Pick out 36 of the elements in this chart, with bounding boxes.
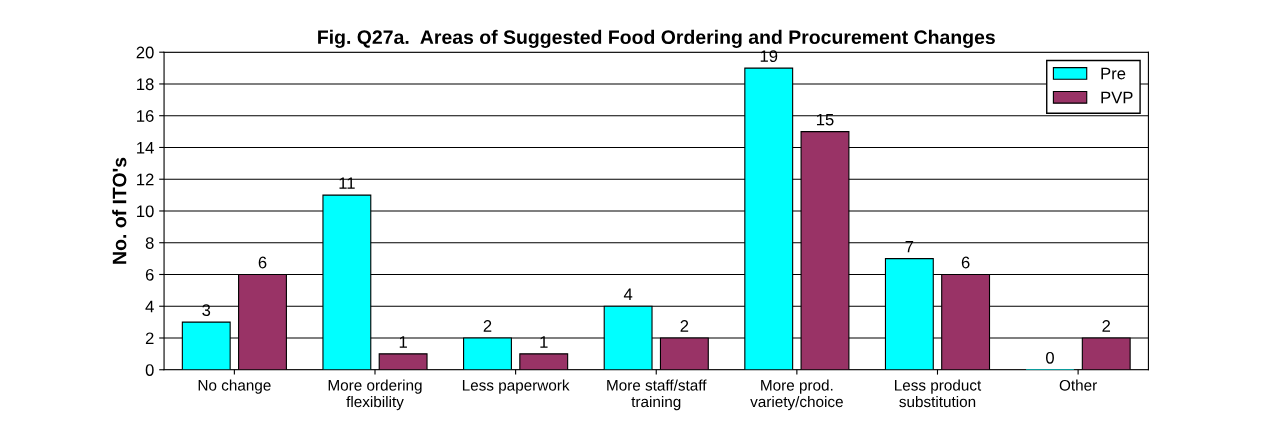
x-tick-label: More prod. variety/choice (750, 379, 843, 411)
data-label: 3 (202, 304, 211, 317)
data-label: 6 (961, 256, 970, 269)
legend-label: PVP (1101, 91, 1133, 104)
y-tick-label: 10 (137, 205, 154, 218)
y-tick-label: 12 (137, 173, 154, 186)
x-tick-label: More staff/staff training (607, 379, 707, 411)
data-label: 2 (680, 320, 689, 332)
data-label: 1 (399, 336, 407, 348)
data-label: 1 (540, 336, 548, 348)
data-label: 4 (623, 288, 633, 300)
y-axis-title: No. of ITO's (112, 157, 127, 264)
y-tick-label: 2 (145, 332, 154, 345)
data-label: 11 (339, 177, 355, 189)
y-tick-label: 8 (145, 237, 154, 249)
y-tick-label: 4 (145, 300, 154, 313)
y-tick-label: 20 (136, 46, 154, 59)
y-tick-label: 0 (145, 364, 154, 376)
chart-title: Fig. Q27a. Areas of Suggested Food Ordering and Procurement Changes (318, 29, 995, 48)
x-tick-label: More ordering flexibility (328, 379, 422, 411)
y-tick-label: 16 (137, 110, 154, 122)
x-tick-label: No change (198, 379, 271, 394)
data-label: 6 (258, 256, 267, 269)
y-tick-label: 6 (145, 268, 154, 281)
data-label: 0 (1046, 351, 1054, 364)
x-tick-label: Less product substitution (895, 379, 982, 408)
data-label: 19 (760, 50, 778, 63)
data-label: 15 (816, 113, 834, 126)
x-tick-label: Less paperwork (462, 379, 570, 394)
y-tick-label: 18 (137, 78, 154, 91)
y-tick-label: 14 (137, 142, 154, 154)
data-label: 2 (483, 320, 492, 332)
data-label: 2 (1102, 320, 1111, 332)
data-label: 7 (905, 240, 914, 253)
legend-label: Pre (1101, 67, 1126, 80)
x-tick-label: Other (1059, 379, 1097, 391)
